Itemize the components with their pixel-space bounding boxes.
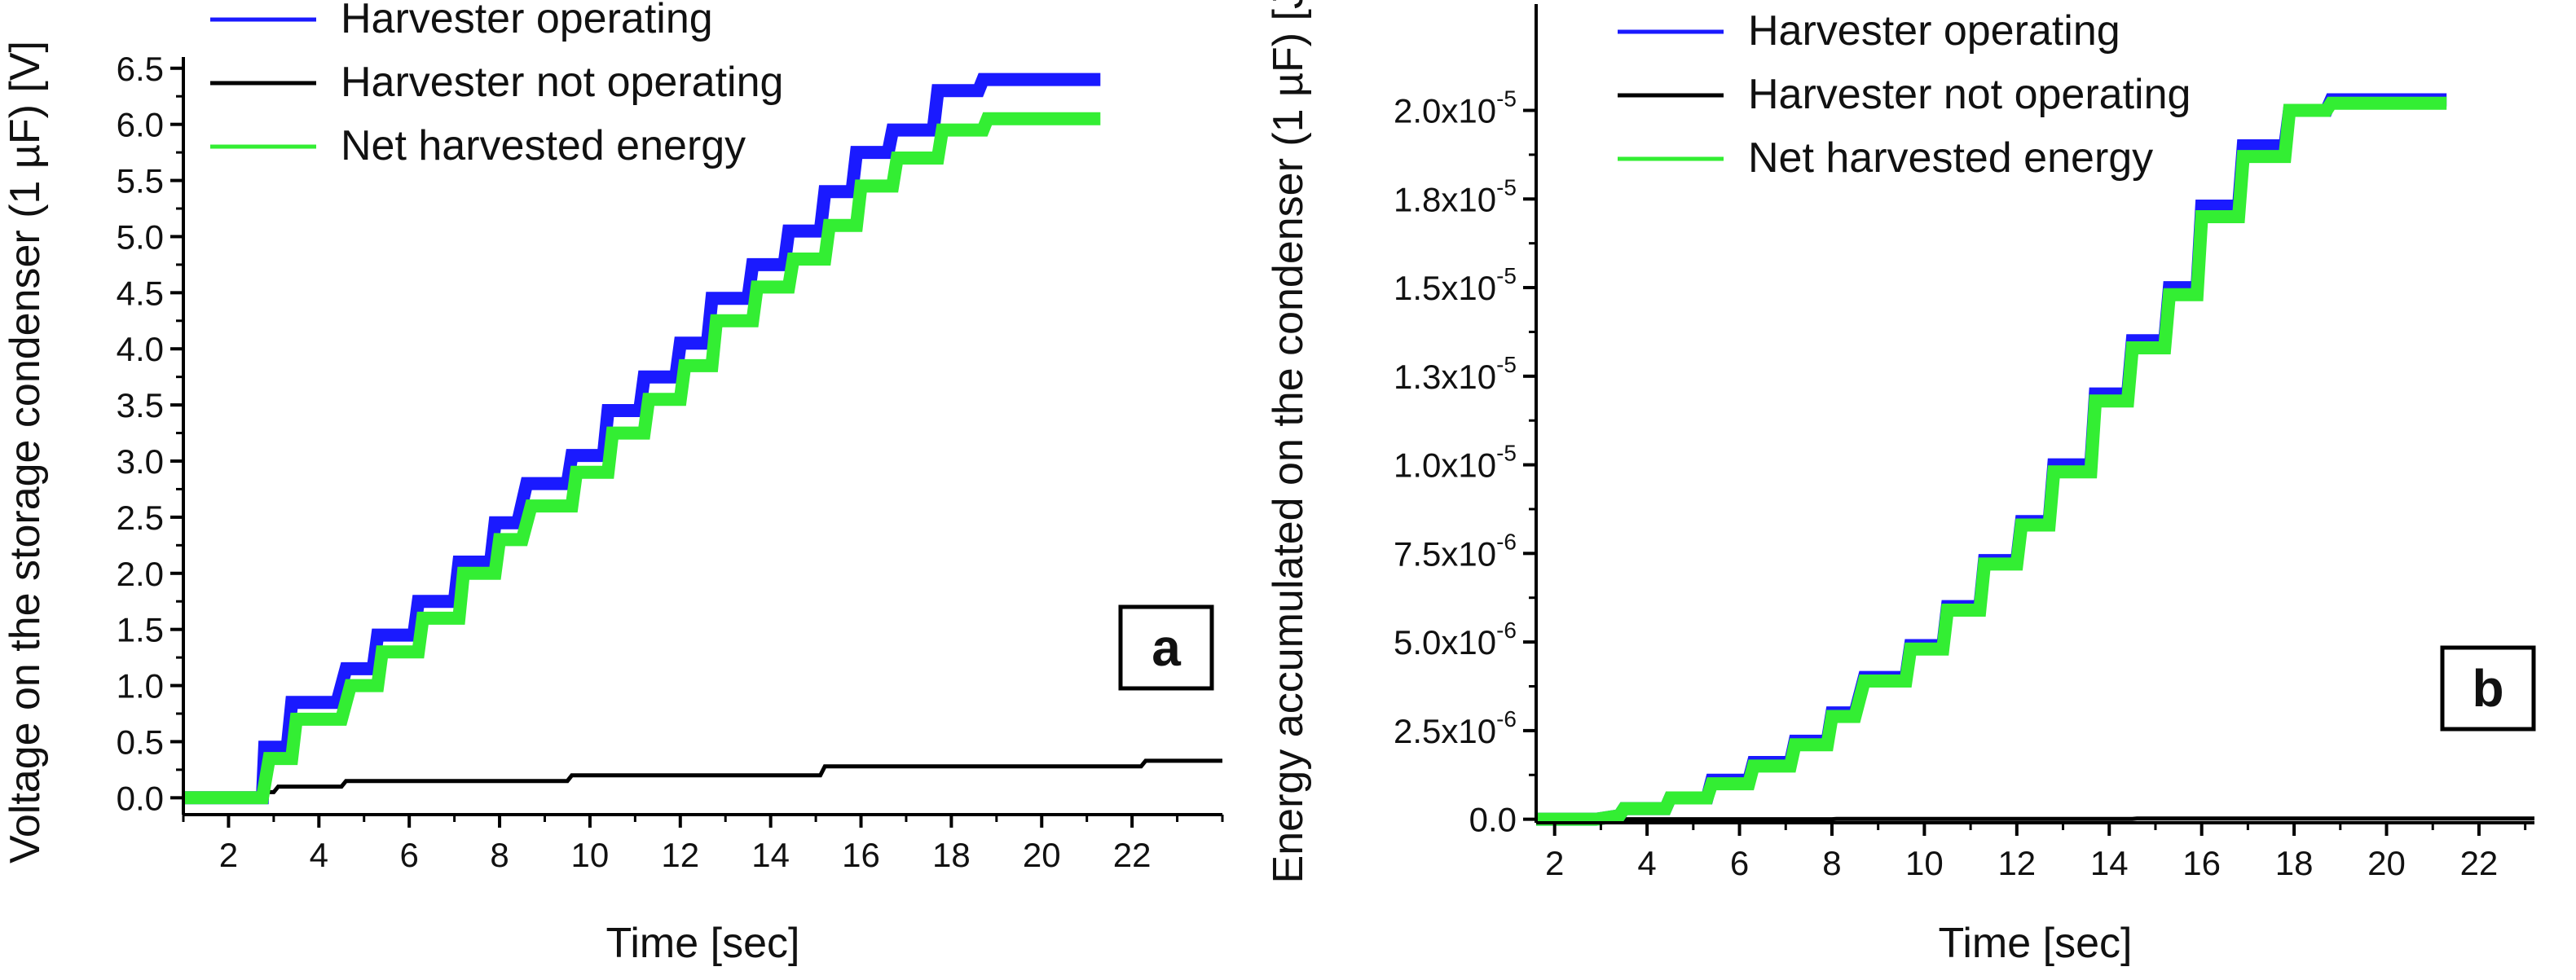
x-tick-label: 22 <box>1113 836 1151 874</box>
panel-letter: a <box>1151 618 1181 677</box>
y-tick-label: 3.0 <box>117 442 164 481</box>
y-tick-label: 5.0x10-6 <box>1394 617 1517 661</box>
x-tick-label: 18 <box>2275 844 2314 882</box>
y-tick-label: 2.5 <box>117 499 164 537</box>
y-tick-label: 3.5 <box>117 386 164 424</box>
series-line-harvester-operating <box>183 73 1101 805</box>
legend-label: Harvester not operating <box>1748 71 2191 118</box>
panel-letter: b <box>2472 659 2503 718</box>
y-tick-label: 7.5x10-6 <box>1394 529 1517 573</box>
x-tick-label: 16 <box>2182 844 2221 882</box>
x-tick-label: 22 <box>2460 844 2499 882</box>
panel-letter-box <box>1118 604 1214 691</box>
y-tick-label: 6.5 <box>117 50 164 88</box>
x-tick-label: 20 <box>2367 844 2406 882</box>
x-tick-label: 12 <box>661 836 699 874</box>
y-tick-label: 1.5 <box>117 611 164 649</box>
chart-panel-b: 2 4 6 8 10 12 14 16 18 20 22 0.0 2.5x10-6 5.0x10-6 7.5… <box>1265 0 2536 967</box>
x-tick-label: 6 <box>1730 844 1749 882</box>
series-line-harvester-not-operating <box>264 758 1222 794</box>
y-tick-label: 2.0x10-5 <box>1394 86 1517 130</box>
x-tick-label: 4 <box>310 836 328 874</box>
x-tick-label: 14 <box>751 836 790 874</box>
legend-label: Net harvested energy <box>341 122 746 169</box>
legend-label: Net harvested energy <box>1748 134 2153 182</box>
x-tick-label: 2 <box>1545 844 1564 882</box>
legend: Harvester operating Harvester not operati… <box>210 0 783 169</box>
x-axis-title: Time [sec] <box>1939 920 2133 967</box>
y-tick-label: 4.0 <box>117 330 164 368</box>
y-tick-label: 2.0 <box>117 555 164 593</box>
y-axis-title: Voltage on the storage condenser (1 µF) … <box>2 41 49 864</box>
x-tick-label: 12 <box>1997 844 2036 882</box>
y-tick-label: 1.8x10-5 <box>1394 174 1517 218</box>
series-line-harvester-operating <box>1536 93 2447 826</box>
x-tick-label: 10 <box>1905 844 1944 882</box>
x-tick-label: 20 <box>1023 836 1061 874</box>
chart-panel-a: 2 4 6 8 10 12 14 16 18 20 22 0.0 0.5 1.0 1.5 2.0 2.5 3.0 3… <box>2 0 1224 967</box>
x-tick-label: 14 <box>2090 844 2129 882</box>
legend: Harvester operating Harvester not operati… <box>1618 7 2191 182</box>
y-axis-title: Energy accumulated on the condenser (1 µ… <box>1265 0 1312 883</box>
y-tick-label: 1.0x10-5 <box>1394 441 1517 485</box>
series-line-net-harvested-energy <box>183 112 1101 805</box>
x-tick-label: 16 <box>842 836 880 874</box>
x-tick-label: 18 <box>932 836 971 874</box>
series-line-harvester-not-operating <box>1536 816 2534 822</box>
y-tick-label: 0.5 <box>117 723 164 761</box>
y-tick-label: 1.5x10-5 <box>1394 263 1517 307</box>
y-tick-label: 6.0 <box>117 106 164 144</box>
x-tick-label: 10 <box>571 836 610 874</box>
y-tick-label: 2.5x10-6 <box>1394 706 1517 750</box>
y-tick-label: 5.0 <box>117 218 164 256</box>
y-tick-label: 1.3x10-5 <box>1394 352 1517 396</box>
legend-label: Harvester not operating <box>341 59 783 106</box>
x-axis-title: Time [sec] <box>606 920 800 967</box>
y-tick-label: 1.0 <box>117 667 164 705</box>
x-tick-label: 4 <box>1637 844 1656 882</box>
y-tick-label: 0.0 <box>117 779 164 817</box>
x-tick-label: 8 <box>490 836 509 874</box>
y-tick-label: 4.5 <box>117 274 164 312</box>
legend-label: Harvester operating <box>341 0 713 42</box>
panel-letter-box <box>2440 645 2536 732</box>
x-tick-label: 2 <box>219 836 238 874</box>
legend-label: Harvester operating <box>1748 7 2120 55</box>
series-line-net-harvested-energy <box>1536 96 2447 826</box>
x-tick-label: 8 <box>1822 844 1841 882</box>
x-tick-label: 6 <box>399 836 418 874</box>
y-tick-label: 5.5 <box>117 162 164 200</box>
y-tick-label: 0.0 <box>1469 801 1517 839</box>
